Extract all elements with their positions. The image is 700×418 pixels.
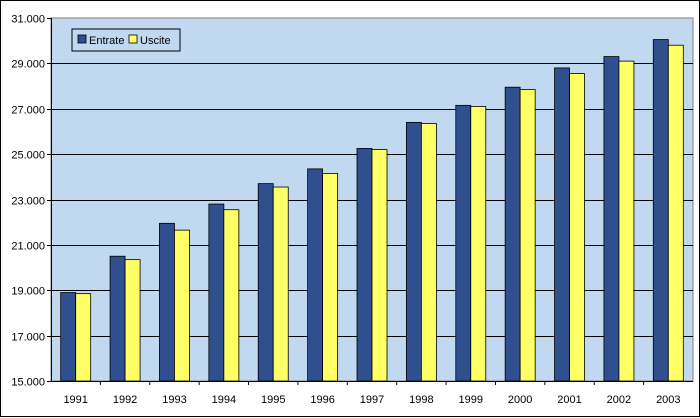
bar-uscite-2001 [569,73,585,382]
bar-entrate-1993 [159,222,175,382]
bar-uscite-1992 [124,259,141,382]
legend-box [71,28,181,52]
bar-uscite-1993 [174,229,190,382]
bar-entrate-2000 [504,86,521,382]
y-tick-label: 21.000 [11,241,45,253]
bar-uscite-1999 [470,106,487,382]
y-tick-label: 25.000 [11,150,45,162]
bars [60,39,684,382]
legend: Entrate Uscite [71,28,181,52]
bar-uscite-1991 [75,293,92,382]
bar-uscite-2002 [618,60,635,382]
bar-uscite-1995 [272,186,289,382]
bar-entrate-1992 [109,255,126,382]
x-tick-label: 1997 [360,394,384,406]
bar-uscite-1994 [223,209,240,382]
bar-uscite-1998 [420,123,437,382]
y-tick-label: 15.000 [11,377,45,389]
bar-entrate-2001 [554,67,570,382]
bar-entrate-1995 [257,183,274,382]
x-tick-label: 1995 [261,394,285,406]
y-tick-label: 27.000 [11,105,45,117]
bar-entrate-1996 [307,168,324,382]
y-tick-label: 29.000 [11,59,45,71]
legend-label-entrate: Entrate [89,35,124,47]
x-tick-label: 1999 [459,394,483,406]
x-tick-label: 2000 [508,394,532,406]
legend-label-uscite: Uscite [140,35,171,47]
bar-uscite-2003 [667,44,684,382]
y-tick-label: 31.000 [11,14,45,26]
x-tick-label: 1993 [162,394,186,406]
axes [51,18,693,382]
x-tick-label: 1996 [310,394,334,406]
bar-uscite-2000 [519,89,536,382]
bar-entrate-1999 [455,104,472,382]
x-tick-label: 2001 [557,394,581,406]
bar-entrate-1994 [208,203,225,382]
x-tick-label: 1992 [113,394,137,406]
bar-entrate-2003 [652,39,669,382]
bar-uscite-1997 [371,149,388,382]
x-tick-label: 2003 [656,394,680,406]
x-tick-label: 2002 [607,394,631,406]
x-tick-label: 1994 [212,394,236,406]
bar-entrate-2002 [603,56,620,382]
legend-swatch-entrate [77,34,87,44]
x-axis-ticks: 1991 1992 1993 1994 1995 1996 1997 1998 1999 2000… [63,381,681,406]
bar-entrate-1997 [356,148,373,382]
y-tick-label: 17.000 [11,332,45,344]
bar-entrate-1991 [60,292,77,382]
bar-uscite-1996 [322,173,339,382]
bar-entrate-1998 [405,121,422,382]
y-axis-ticks: 15.000 17.000 19.000 21.000 23.000 25.000 27.0… [11,14,51,389]
x-tick-label: 1998 [409,394,433,406]
x-tick-label: 1991 [63,394,87,406]
y-tick-label: 19.000 [11,286,45,298]
legend-swatch-uscite [128,34,138,44]
y-tick-label: 23.000 [11,196,45,208]
